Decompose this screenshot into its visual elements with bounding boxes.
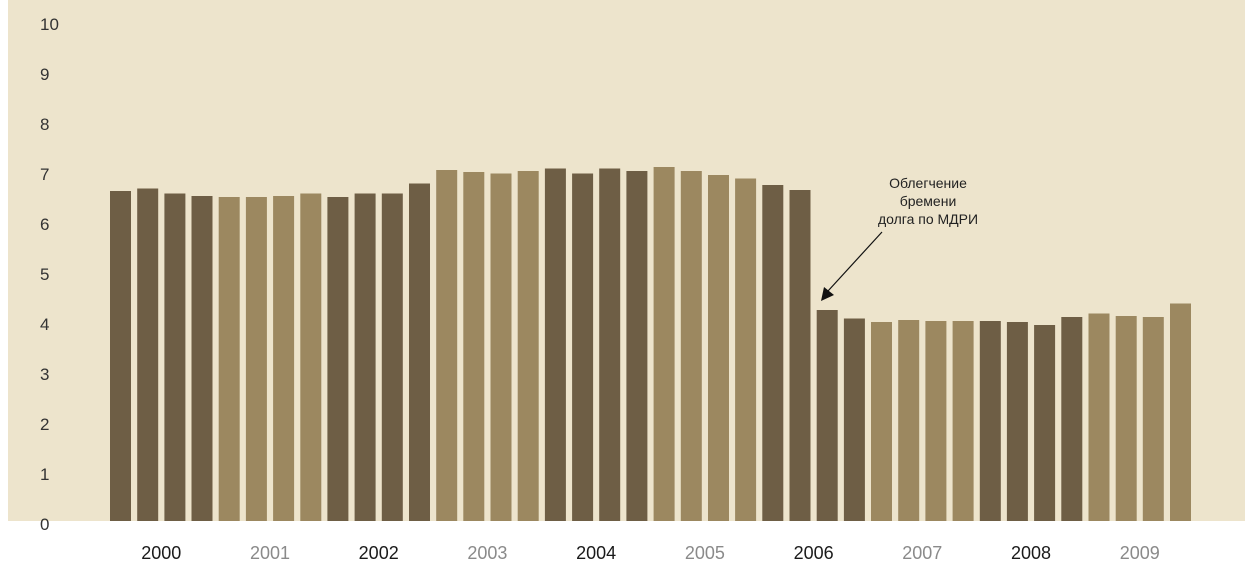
y-tick-label: 4 xyxy=(40,315,49,334)
bar xyxy=(245,197,267,521)
y-tick-label: 0 xyxy=(40,515,49,534)
bar xyxy=(1061,317,1083,521)
annotation-arrow-line xyxy=(827,231,883,292)
x-year-label: 2006 xyxy=(794,543,834,561)
bar xyxy=(110,191,131,521)
x-year-label: 2007 xyxy=(902,543,942,561)
y-tick-label: 3 xyxy=(40,365,49,384)
bar xyxy=(762,185,784,521)
bar xyxy=(327,197,349,521)
y-tick-label: 5 xyxy=(40,265,49,284)
bar xyxy=(1088,313,1110,521)
bar xyxy=(979,321,1001,521)
annotation-arrowhead xyxy=(821,287,834,301)
bar xyxy=(436,170,458,521)
bar xyxy=(626,171,648,521)
x-year-label: 2000 xyxy=(141,543,181,561)
bar xyxy=(871,322,892,521)
bar xyxy=(789,190,811,521)
bar xyxy=(653,167,675,521)
annotation-line-3: долга по МДРИ xyxy=(878,211,978,227)
bar xyxy=(680,171,702,521)
bar xyxy=(708,175,729,521)
bar xyxy=(1170,303,1191,521)
bar xyxy=(1006,322,1028,521)
bar xyxy=(544,168,566,521)
x-year-label: 2004 xyxy=(576,543,616,561)
y-tick-label: 10 xyxy=(40,15,59,34)
bar xyxy=(1115,316,1137,521)
bar xyxy=(735,178,757,521)
x-year-label: 2005 xyxy=(685,543,725,561)
annotation-line-1: Облегчение xyxy=(889,175,967,191)
y-tick-label: 1 xyxy=(40,465,49,484)
bar xyxy=(381,193,403,521)
annotation-line-2: бремени xyxy=(900,193,957,209)
bar xyxy=(1034,325,1056,521)
bar xyxy=(409,183,430,521)
bar xyxy=(572,173,594,521)
x-year-label: 2008 xyxy=(1011,543,1051,561)
x-year-label: 2003 xyxy=(467,543,507,561)
x-year-label: 2001 xyxy=(250,543,290,561)
bar xyxy=(816,310,838,521)
bar xyxy=(1142,317,1164,521)
x-year-label: 2002 xyxy=(359,543,399,561)
y-tick-label: 2 xyxy=(40,415,49,434)
y-tick-label: 8 xyxy=(40,115,49,134)
x-year-label: 2009 xyxy=(1120,543,1160,561)
bar xyxy=(952,321,974,521)
bar xyxy=(354,193,376,521)
bar xyxy=(843,318,865,521)
y-tick-label: 7 xyxy=(40,165,49,184)
bar xyxy=(898,320,920,521)
y-tick-label: 9 xyxy=(40,65,49,84)
bar xyxy=(599,168,621,521)
bar xyxy=(463,172,485,521)
bar xyxy=(191,196,213,521)
bar xyxy=(490,173,512,521)
bar xyxy=(218,197,240,521)
bar xyxy=(925,321,947,521)
y-tick-label: 6 xyxy=(40,215,49,234)
bar xyxy=(137,188,159,521)
bar xyxy=(517,171,539,521)
bar xyxy=(164,193,186,521)
bar xyxy=(300,193,322,521)
bar xyxy=(273,196,295,521)
